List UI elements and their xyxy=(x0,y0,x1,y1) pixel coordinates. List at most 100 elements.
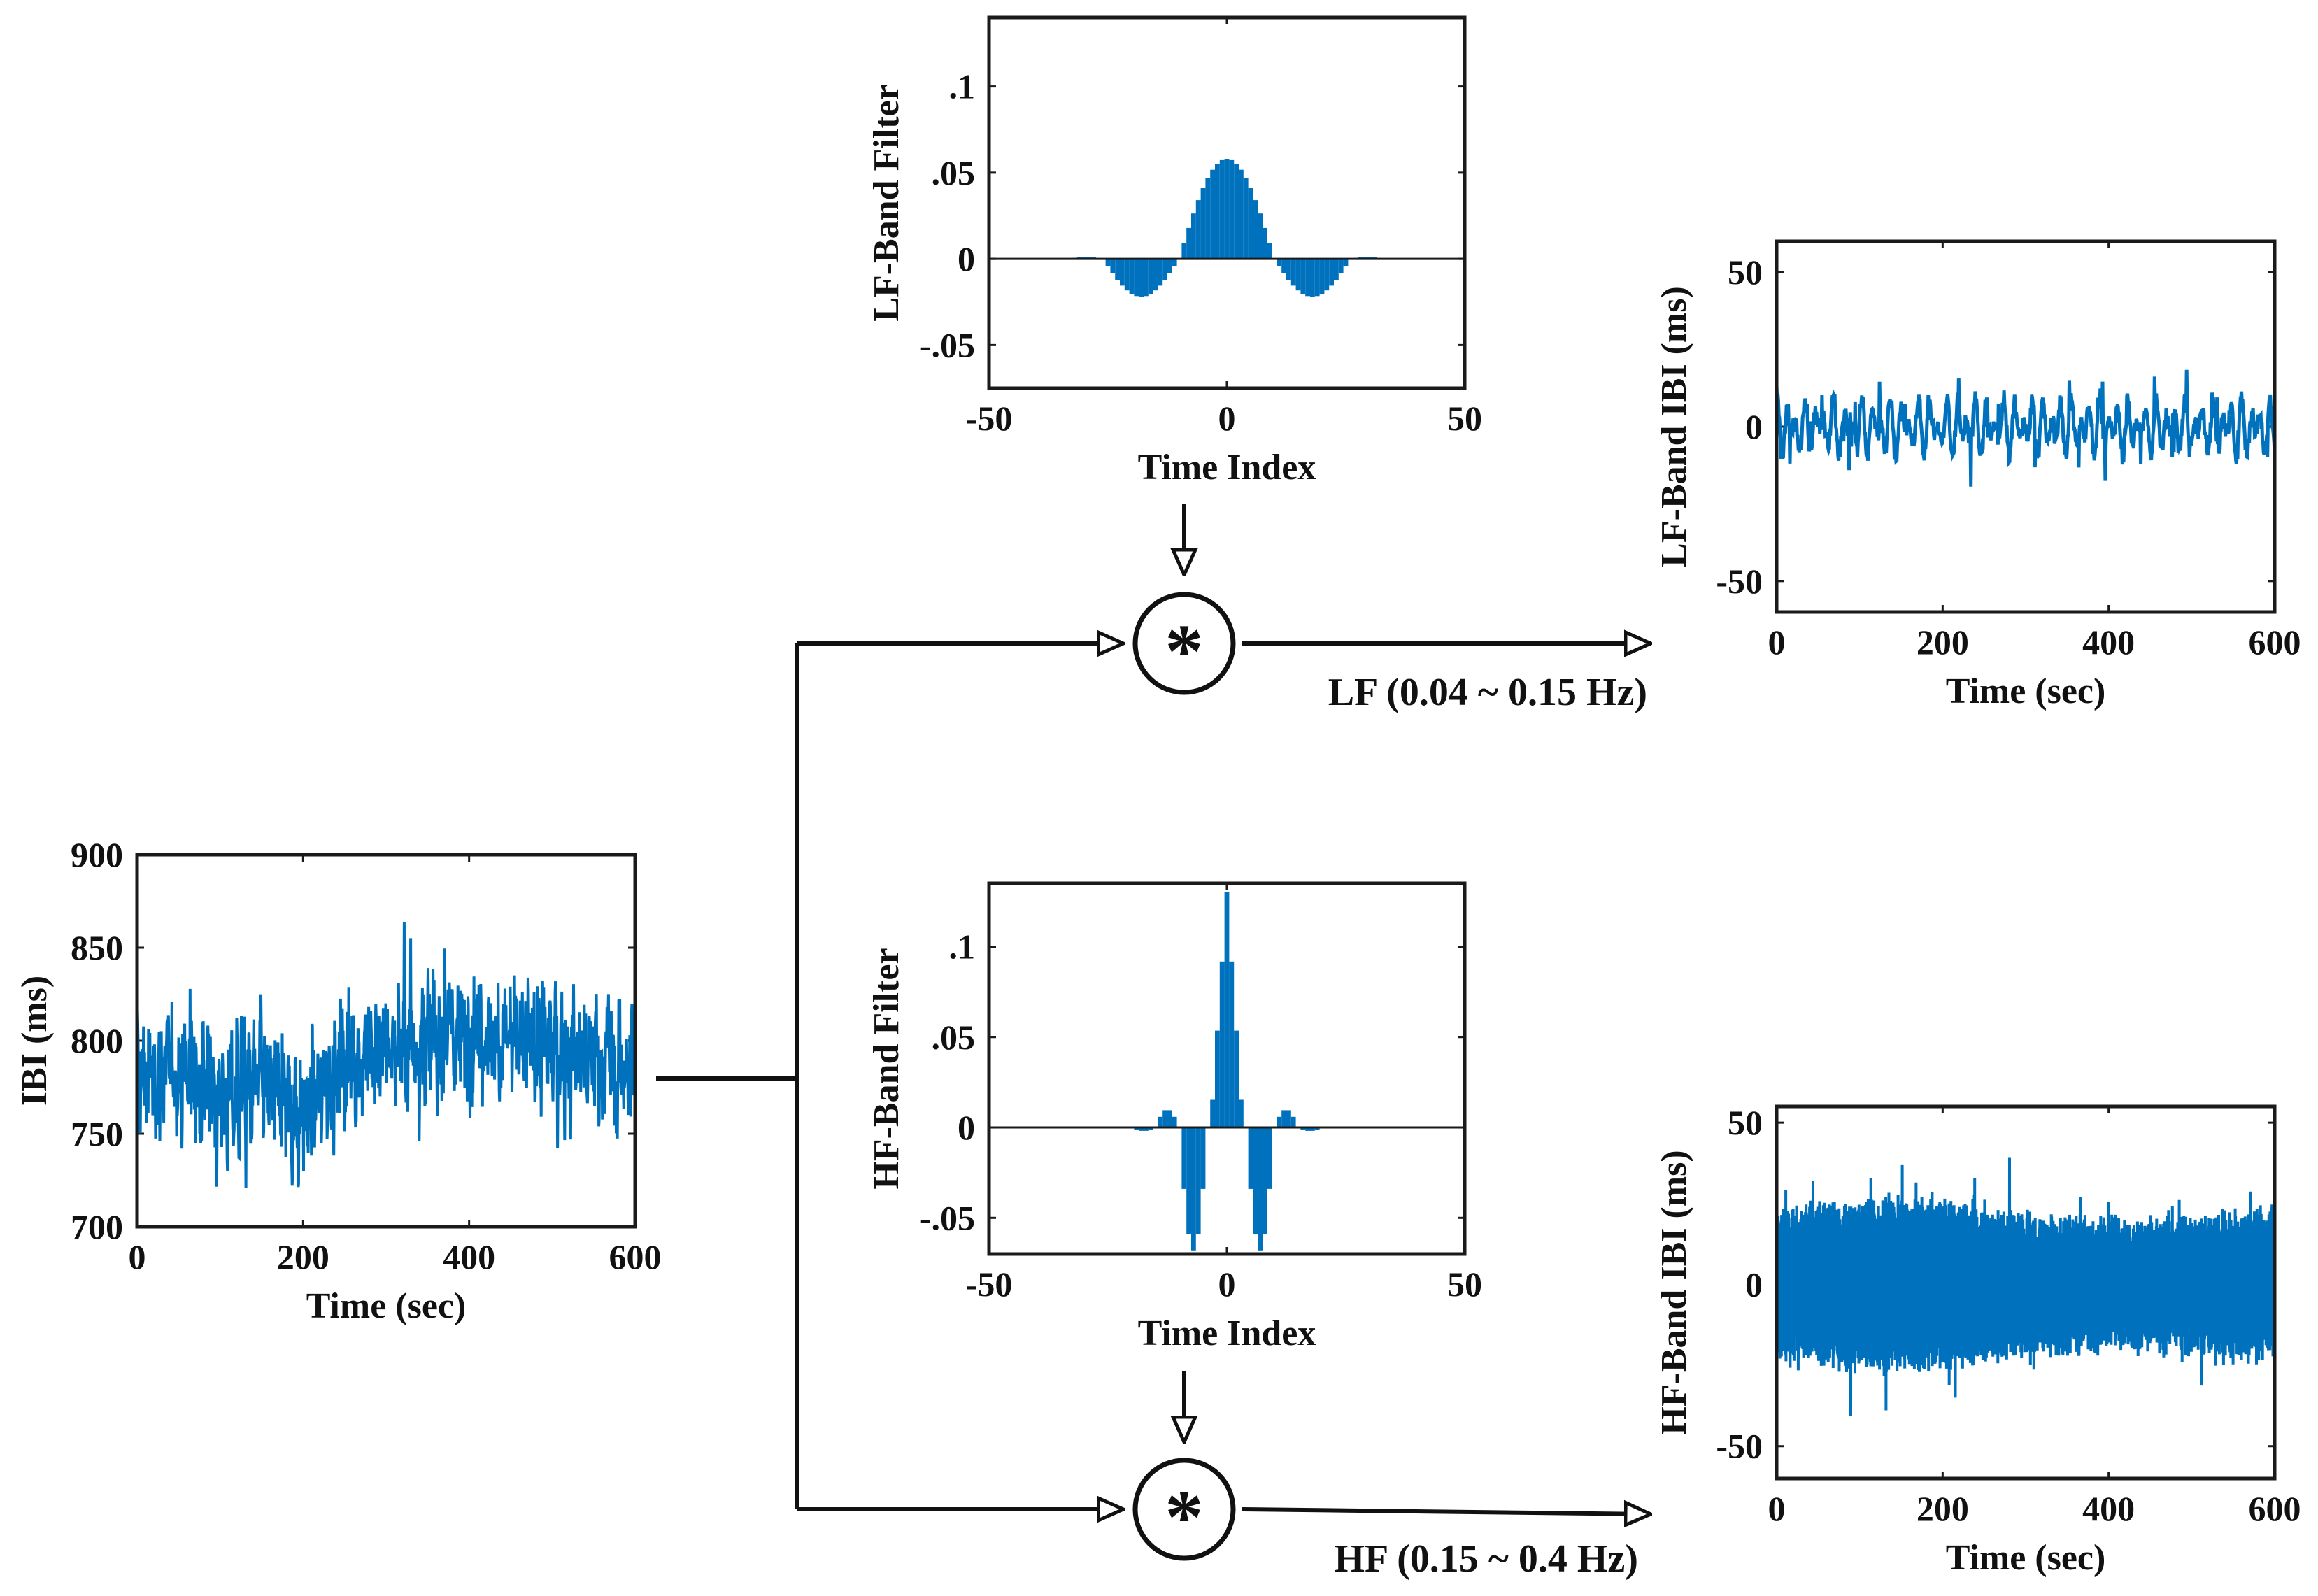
hf-band-label: HF (0.15 ~ 0.4 Hz) xyxy=(1334,1537,1638,1581)
hf-filter-bar xyxy=(1181,1127,1187,1189)
x-tick-label: 0 xyxy=(1218,1264,1236,1304)
lf-filter-bar xyxy=(1205,178,1211,259)
y-tick-label: 850 xyxy=(71,928,123,967)
y-axis-label: HF-Band Filter xyxy=(867,948,906,1189)
x-tick-label: 200 xyxy=(1917,1489,1969,1528)
hf-filter-bar xyxy=(1310,1127,1315,1131)
lf-filter-bar xyxy=(1215,164,1220,259)
lf-filter-bar xyxy=(1115,259,1120,280)
lf-band-label: LF (0.04 ~ 0.15 Hz) xyxy=(1328,671,1647,714)
y-tick-label: -50 xyxy=(1716,1427,1763,1466)
x-axis-label: Time Index xyxy=(1138,1313,1316,1353)
x-tick-label: -50 xyxy=(966,399,1013,438)
hf-output-arrow xyxy=(1242,1509,1651,1514)
x-tick-label: 400 xyxy=(443,1237,495,1276)
x-tick-label: 50 xyxy=(1447,399,1482,438)
x-tick-label: 600 xyxy=(2249,622,2301,662)
hf-filter-bar xyxy=(1195,1127,1201,1234)
hf-filter-bar xyxy=(1239,1099,1244,1127)
lf-filter-bar xyxy=(1300,259,1306,294)
lf-filter-bar xyxy=(1258,213,1263,259)
x-tick-label: 0 xyxy=(1768,1489,1786,1528)
x-tick-label: 50 xyxy=(1447,1264,1482,1304)
x-tick-label: 0 xyxy=(1218,399,1236,438)
lf-filter-bar xyxy=(1334,259,1339,280)
lf-filter-bar xyxy=(1200,188,1206,259)
hf-filter-bar xyxy=(1158,1116,1163,1127)
y-tick-label: -50 xyxy=(1716,562,1763,601)
hf-filter-bar xyxy=(1248,1127,1253,1189)
lf-filter-bar xyxy=(1343,259,1349,266)
plot-frame xyxy=(1775,239,2277,614)
hf-filter-bar xyxy=(1263,1127,1267,1234)
lf-filter-bar xyxy=(1158,259,1163,286)
x-tick-label: 600 xyxy=(609,1237,662,1276)
x-axis-label: Time (sec) xyxy=(1946,1538,2106,1578)
lf-filter-bar xyxy=(1124,259,1130,291)
hf-filter-bar xyxy=(1224,892,1230,1127)
hf-filter-bar xyxy=(1172,1116,1177,1127)
hf-filter-bar xyxy=(1210,1099,1215,1127)
lf-filter-bar xyxy=(1243,178,1249,259)
lf-filter-bar xyxy=(1129,259,1135,294)
hf-filter-chart: -50 0 50 -.05 0 .05 .1 Time Index HF-Band Filter xyxy=(867,881,1482,1353)
lf-filter-bar xyxy=(1162,259,1167,280)
lf-filter-bar xyxy=(1139,259,1144,297)
ibi-chart: 0 200 400 600 700 750 800 850 900 Time (sec) IBI (… xyxy=(15,835,662,1326)
y-tick-label: .1 xyxy=(949,67,976,106)
lf-filter-bar xyxy=(1248,188,1253,259)
lf-filter-bar xyxy=(1277,259,1282,266)
lf-filter-bar xyxy=(1324,259,1330,291)
y-tick-label: 700 xyxy=(71,1207,123,1246)
plot-frame xyxy=(987,15,1467,390)
hf-ibi-series-line xyxy=(1777,1157,2275,1416)
x-axis-label: Time Index xyxy=(1138,448,1316,487)
lf-filter-bar xyxy=(1186,227,1191,259)
x-tick-label: 600 xyxy=(2249,1489,2301,1528)
lf-filter-bar xyxy=(1319,259,1325,294)
lf-filter-bar xyxy=(1338,259,1344,273)
lf-filter-bar xyxy=(1239,169,1244,259)
hf-filter-bar xyxy=(1277,1116,1282,1127)
plot-frame xyxy=(1775,1104,2277,1481)
lf-filter-bar xyxy=(1267,243,1272,259)
y-tick-label: .05 xyxy=(932,153,976,192)
hf-filter-bar xyxy=(1305,1127,1310,1131)
hf-convolution-node: * xyxy=(1132,1458,1236,1561)
x-tick-label: 0 xyxy=(1768,622,1786,662)
x-tick-label: 400 xyxy=(2082,1489,2135,1528)
y-axis-label: LF-Band Filter xyxy=(867,84,906,321)
x-tick-label: 400 xyxy=(2082,622,2135,662)
x-tick-label: -50 xyxy=(966,1264,1013,1304)
y-axis-label: IBI (ms) xyxy=(15,976,55,1106)
lf-filter-bar xyxy=(1310,259,1315,297)
x-tick-label: 200 xyxy=(277,1237,329,1276)
hf-filter-bar xyxy=(1286,1110,1291,1127)
y-tick-label: 0 xyxy=(1745,407,1763,446)
hf-filter-bar xyxy=(1290,1116,1296,1127)
y-tick-label: 0 xyxy=(1745,1264,1763,1304)
lf-filter-chart: -50 0 50 -.05 0 .05 .1 Time Index LF-Band Filter xyxy=(867,15,1482,487)
lf-filter-bar xyxy=(1134,259,1139,297)
y-tick-label: 50 xyxy=(1728,1103,1763,1142)
hf-filter-bar xyxy=(1191,1127,1196,1251)
lf-filter-bar xyxy=(1219,159,1225,259)
y-tick-label: 800 xyxy=(71,1021,123,1060)
ibi-series-line xyxy=(137,922,635,1188)
lf-filter-bar xyxy=(1120,259,1125,286)
lf-filter-bar xyxy=(1253,200,1258,259)
lf-filter-bar xyxy=(1167,259,1172,273)
lf-filter-bar xyxy=(1191,213,1196,259)
lf-filter-bar xyxy=(1195,200,1201,259)
y-tick-label: .1 xyxy=(949,927,976,966)
hf-filter-bar xyxy=(1167,1110,1172,1127)
hf-filter-bar xyxy=(1281,1110,1286,1127)
lf-filter-bar xyxy=(1286,259,1291,280)
x-axis-label: Time (sec) xyxy=(306,1286,467,1326)
hf-filter-bar xyxy=(1267,1127,1272,1189)
plot-frame xyxy=(135,853,637,1229)
lf-ibi-series-line xyxy=(1777,369,2275,487)
